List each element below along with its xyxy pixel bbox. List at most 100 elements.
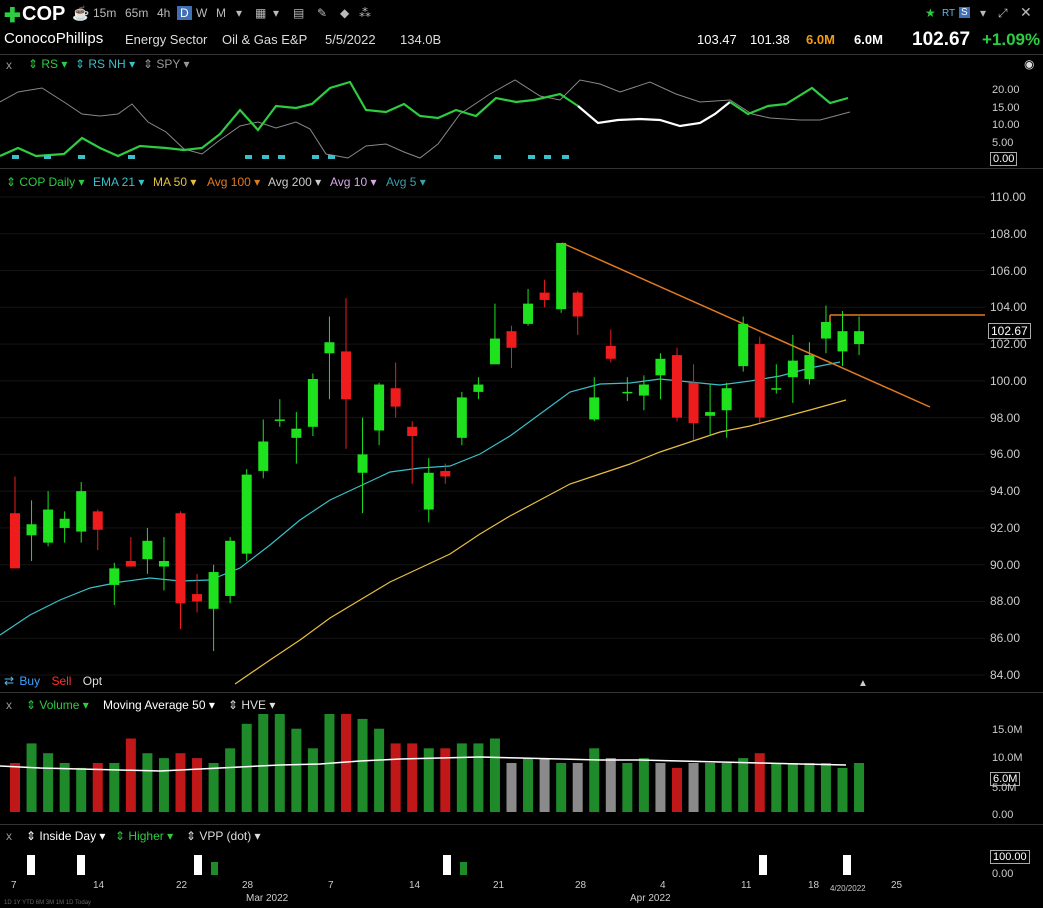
star-icon[interactable]: ★ bbox=[925, 6, 936, 20]
tf-4h[interactable]: 4h bbox=[157, 6, 171, 20]
volume-bar bbox=[489, 738, 500, 812]
legend-hve[interactable]: ⇕ HVE ▾ bbox=[228, 698, 276, 712]
toolbar: ✚ COP ☕ 15m 65m 4h D W M ▾ ▦ ▾ ▤ ✎ ◆ ⁂ ★… bbox=[0, 0, 1043, 28]
bottom-panel-close[interactable]: x bbox=[6, 829, 12, 843]
tf-d[interactable]: D bbox=[177, 6, 192, 20]
candle-body bbox=[473, 384, 484, 392]
candle-body bbox=[820, 322, 831, 339]
collapse-arrow-icon[interactable]: ▲ bbox=[858, 678, 868, 689]
close-icon[interactable]: ✕ bbox=[1020, 4, 1032, 20]
xtick-apr18: 18 bbox=[808, 880, 820, 891]
volume-bar bbox=[622, 763, 633, 812]
legend-ema21[interactable]: EMA 21 ▾ bbox=[93, 175, 145, 189]
rs-line-white bbox=[577, 101, 731, 128]
legend-ma50-vol[interactable]: Moving Average 50 ▾ bbox=[103, 698, 215, 712]
bottom-legend: x ⇕ Inside Day ▾ ⇕ Higher ▾ ⇕ VPP (dot) … bbox=[0, 829, 980, 845]
candle-body bbox=[489, 338, 500, 365]
sell-button[interactable]: Sell bbox=[51, 674, 72, 688]
draw-icon[interactable]: ✎ bbox=[317, 6, 328, 20]
volume-bar bbox=[820, 763, 831, 812]
candle-body bbox=[26, 524, 37, 536]
volume-bars bbox=[10, 714, 865, 812]
rs-legend-spy[interactable]: ⇕ SPY ▾ bbox=[143, 57, 190, 71]
tf-m[interactable]: M bbox=[216, 6, 226, 20]
price-ytick: 96.00 bbox=[990, 447, 1021, 462]
price-grid bbox=[0, 196, 985, 676]
volume-bar bbox=[539, 758, 550, 812]
realtime-badge[interactable]: RT bbox=[942, 8, 956, 19]
legend-avg100-label: Avg 100 bbox=[207, 175, 251, 189]
candle-body bbox=[208, 572, 219, 609]
tf-65m[interactable]: 65m bbox=[125, 6, 149, 20]
candle-body bbox=[688, 382, 699, 424]
volume-bar bbox=[192, 758, 203, 812]
legend-cop-daily[interactable]: ⇕ COP Daily ▾ bbox=[6, 175, 85, 189]
candle-body bbox=[456, 397, 467, 438]
symbol-label[interactable]: COP bbox=[22, 3, 66, 25]
trade-icon[interactable]: ⇄ bbox=[4, 674, 15, 688]
volume-bar bbox=[506, 763, 517, 812]
legend-avg100[interactable]: Avg 100 ▾ bbox=[207, 175, 261, 189]
tag-icon[interactable]: ◆ bbox=[340, 6, 350, 20]
volume-panel-close[interactable]: x bbox=[6, 698, 12, 712]
volume-bar bbox=[357, 718, 368, 812]
candle-body bbox=[804, 355, 815, 380]
candle-body bbox=[572, 292, 583, 317]
candle-body bbox=[672, 355, 682, 418]
add-symbol-icon[interactable]: ✚ bbox=[4, 5, 21, 27]
legend-avg200-label: Avg 200 bbox=[268, 175, 312, 189]
legend-ma50-vol-label: Moving Average 50 bbox=[103, 698, 206, 712]
calculator-icon[interactable]: ▤ bbox=[293, 6, 305, 20]
tf-15m[interactable]: 15m bbox=[93, 6, 117, 20]
sector[interactable]: Energy Sector bbox=[125, 32, 208, 47]
dropdown-icon-2[interactable]: ▾ bbox=[273, 6, 280, 20]
palette-icon[interactable]: ◉ bbox=[1024, 57, 1035, 71]
legend-vpp-label: VPP (dot) bbox=[199, 829, 252, 843]
volume-bar bbox=[390, 743, 401, 812]
price-ytick: 98.00 bbox=[990, 410, 1021, 425]
volume-bar bbox=[76, 767, 87, 812]
rs-ytick-15: 15.00 bbox=[992, 102, 1020, 114]
volume-bar bbox=[10, 763, 20, 812]
settings-badge-icon[interactable]: S bbox=[959, 7, 970, 18]
chart-type-icon[interactable]: ▦ bbox=[255, 6, 267, 20]
legend-higher-label: Higher bbox=[128, 829, 164, 843]
volume-bar bbox=[225, 748, 236, 812]
legend-hve-label: HVE bbox=[241, 698, 267, 712]
legend-ma50[interactable]: MA 50 ▾ bbox=[153, 175, 197, 189]
rs-line-green-2 bbox=[729, 86, 849, 116]
buy-button[interactable]: Buy bbox=[19, 674, 41, 688]
change-percent: +1.09% bbox=[982, 30, 1041, 49]
legend-avg5[interactable]: Avg 5 ▾ bbox=[386, 175, 426, 189]
legend-avg200[interactable]: Avg 200 ▾ bbox=[268, 175, 322, 189]
legend-inside-day[interactable]: ⇕ Inside Day ▾ bbox=[26, 829, 106, 843]
candle-body bbox=[59, 518, 70, 528]
xtick-mar-2022: Mar 2022 bbox=[246, 893, 289, 904]
volume-bar bbox=[341, 714, 351, 812]
expand-icon[interactable]: ⤢ bbox=[998, 6, 1008, 20]
rs-legend-rs[interactable]: ⇕ RS ▾ bbox=[28, 57, 68, 71]
volume-bar bbox=[787, 763, 798, 812]
legend-avg10[interactable]: Avg 10 ▾ bbox=[330, 175, 377, 189]
industry[interactable]: Oil & Gas E&P bbox=[222, 32, 308, 47]
rs-panel-chart bbox=[0, 79, 851, 159]
dropdown-icon-3[interactable]: ▾ bbox=[980, 6, 987, 20]
rs-legend-rsnh[interactable]: ⇕ RS NH ▾ bbox=[75, 57, 136, 71]
price-chart[interactable] bbox=[0, 170, 985, 692]
rs-panel-close[interactable]: x bbox=[6, 58, 12, 72]
dropdown-icon[interactable]: ▾ bbox=[236, 6, 243, 20]
xtick-mar14: 14 bbox=[409, 880, 421, 891]
tf-w[interactable]: W bbox=[196, 6, 208, 20]
share-icon[interactable]: ⁂ bbox=[359, 6, 371, 20]
candle-body bbox=[589, 397, 600, 420]
volume-bar bbox=[407, 743, 418, 812]
legend-higher[interactable]: ⇕ Higher ▾ bbox=[115, 829, 174, 843]
range-buttons[interactable]: 1D 1Y YTD 6M 3M 1M 1D Today bbox=[4, 900, 92, 906]
volume-bar bbox=[655, 763, 666, 812]
opt-button[interactable]: Opt bbox=[82, 674, 103, 688]
legend-volume[interactable]: ⇕ Volume ▾ bbox=[26, 698, 89, 712]
market-cap: 134.0B bbox=[400, 32, 442, 47]
candle-body bbox=[622, 391, 633, 394]
legend-vpp[interactable]: ⇕ VPP (dot) ▾ bbox=[186, 829, 261, 843]
date: 5/5/2022 bbox=[325, 32, 376, 47]
